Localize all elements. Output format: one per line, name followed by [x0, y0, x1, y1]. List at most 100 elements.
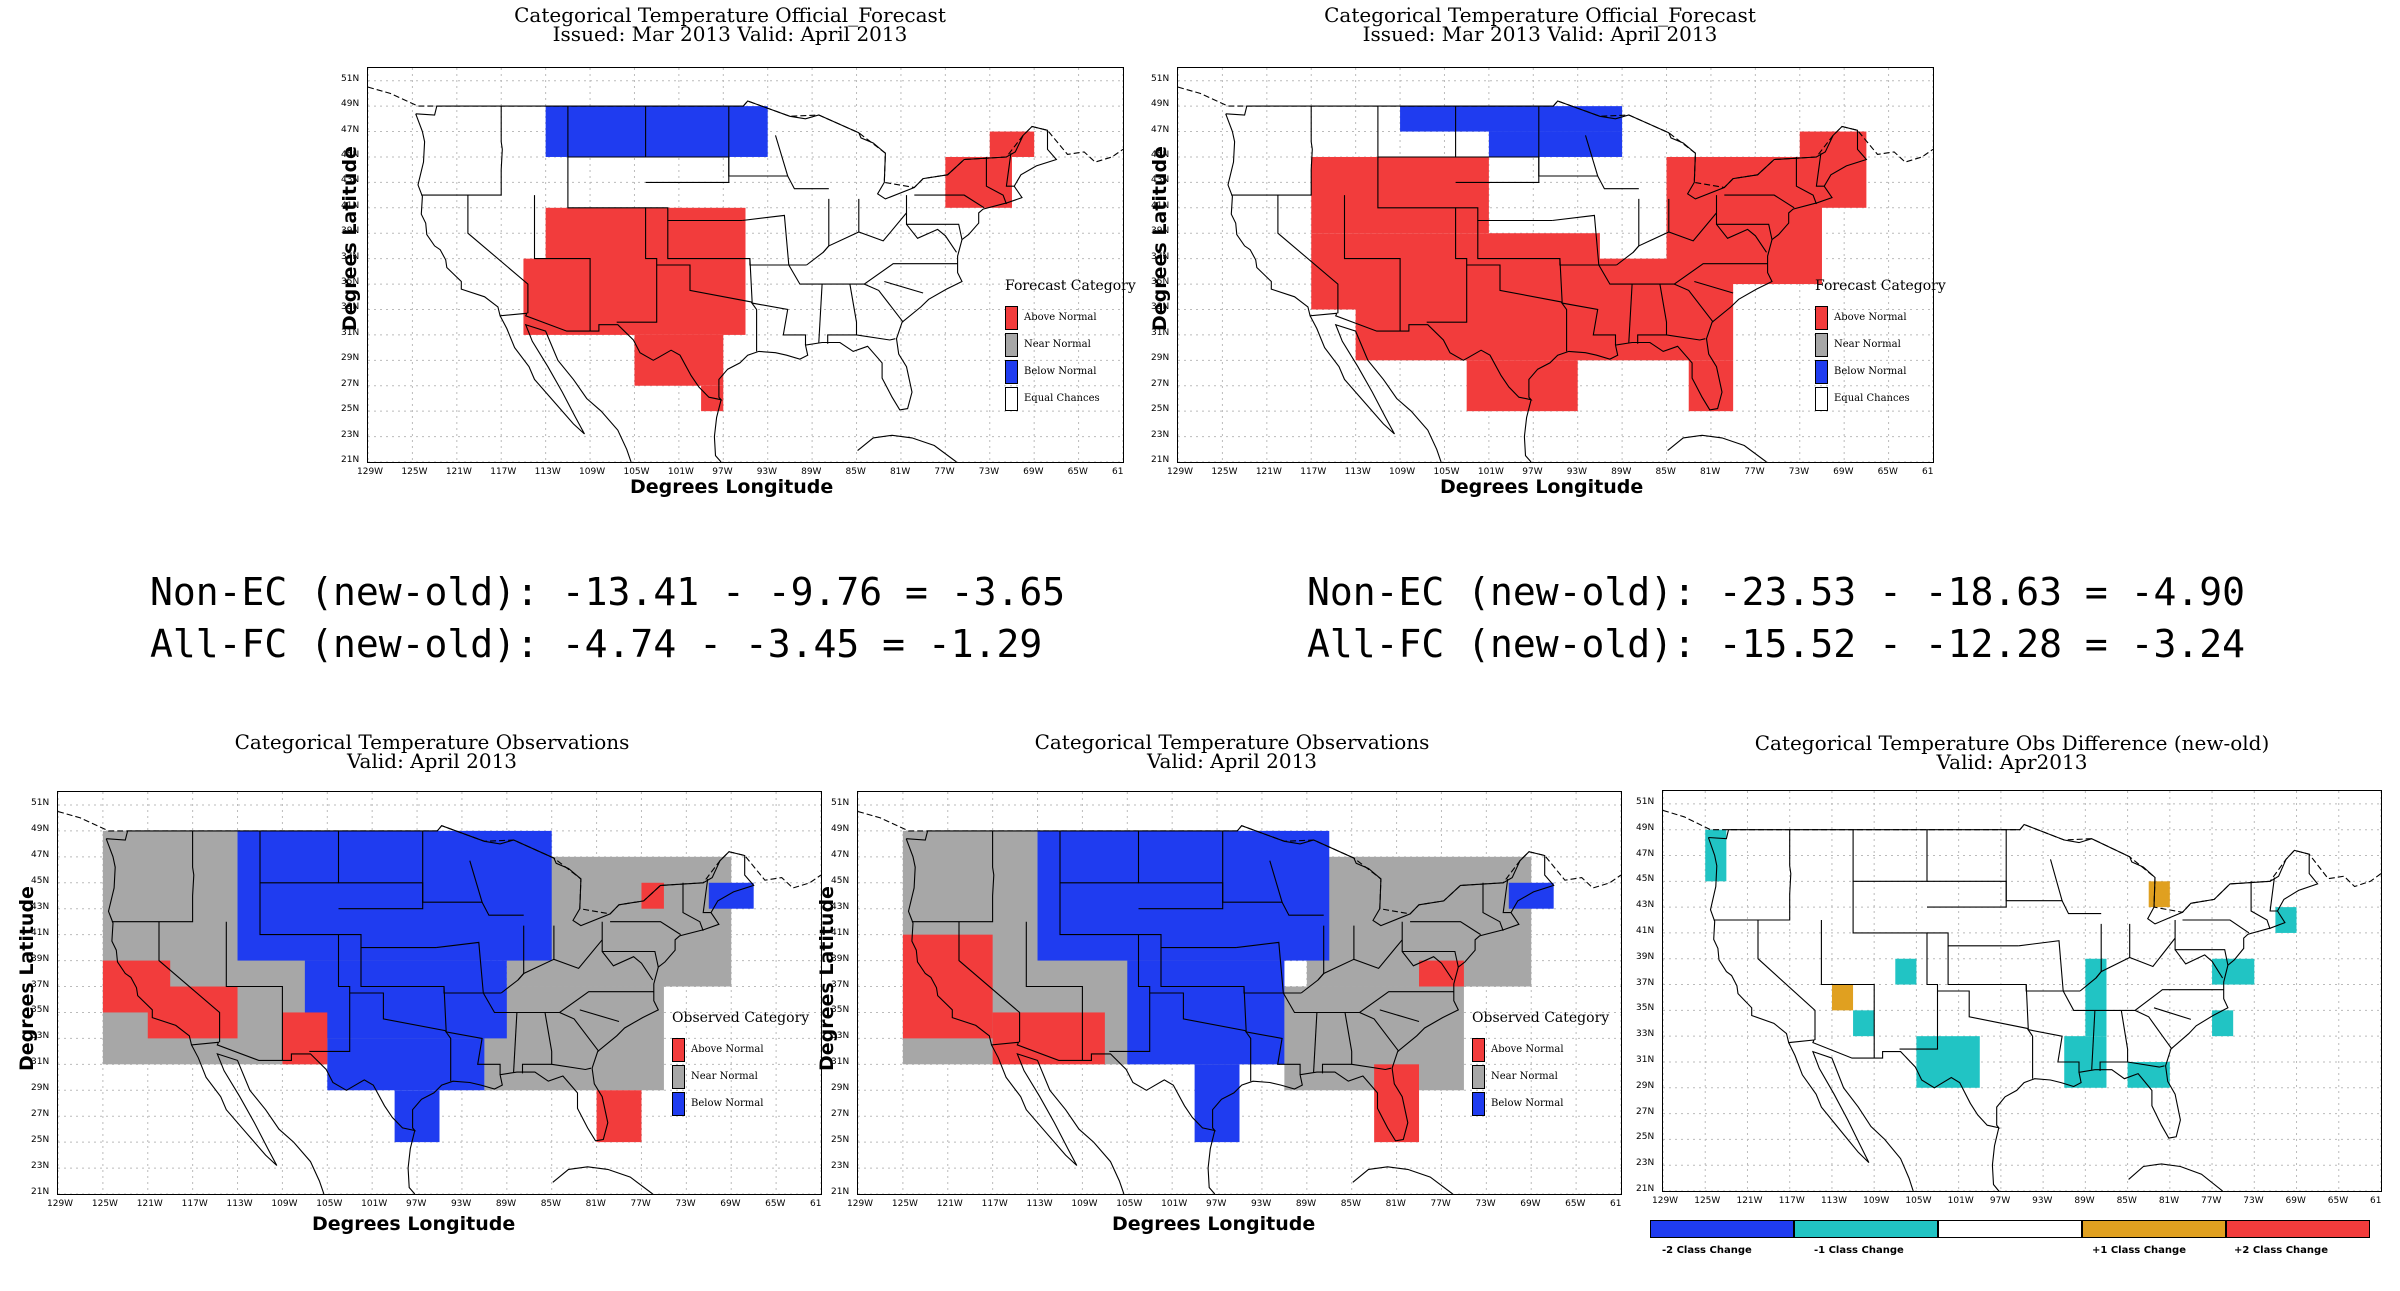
state-border [1300, 939, 1403, 994]
lat-tick-label: 45N [341, 149, 360, 160]
lon-tick-label: 61 [2370, 1196, 2382, 1206]
lat-tick-label: 47N [1636, 848, 1655, 859]
lon-tick-label: 61 [1112, 467, 1124, 477]
lat-tick-label: 47N [831, 849, 850, 860]
state-border [645, 156, 730, 183]
state-border [2061, 900, 2102, 915]
lon-tick-label: 69W [2285, 1196, 2306, 1206]
category-region-below [394, 1090, 440, 1143]
state-border [2182, 919, 2250, 934]
lat-tick-label: 47N [1151, 124, 1170, 135]
map-plot [857, 791, 1622, 1195]
lon-tick-label: 121W [136, 1199, 163, 1209]
lat-tick-label: 29N [831, 1083, 850, 1094]
lat-tick-label: 31N [31, 1057, 50, 1068]
legend-item: Near Normal [1815, 331, 1946, 358]
cuba-coastline [552, 1166, 654, 1194]
lat-tick-label: 37N [341, 251, 360, 262]
state-border [818, 284, 823, 343]
lon-tick-label: 105W [316, 1199, 343, 1209]
lat-tick-label: 21N [341, 455, 360, 465]
legend-swatch [1815, 359, 1828, 384]
state-border [2269, 877, 2278, 912]
state-border [1149, 992, 1252, 1082]
lat-tick-label: 37N [831, 979, 850, 990]
lat-tick-label: 23N [31, 1161, 50, 1172]
lon-tick-label: 97W [1989, 1196, 2011, 1206]
lat-tick-label: 31N [831, 1057, 850, 1068]
lon-tick-label: 77W [2201, 1196, 2222, 1206]
state-border [827, 284, 858, 344]
lon-tick-label: 101W [361, 1199, 388, 1209]
category-region-above [523, 258, 746, 335]
state-border [517, 925, 525, 981]
state-border [158, 921, 221, 1043]
lat-tick-label: 39N [31, 953, 50, 964]
state-border [601, 951, 654, 981]
lat-tick-label: 47N [341, 124, 360, 135]
legend-item: Near Normal [672, 1063, 809, 1090]
state-border [1538, 106, 1599, 177]
state-border [1616, 212, 1717, 266]
colorbar-plus2 [2226, 1220, 2370, 1238]
state-border [985, 157, 1007, 205]
lat-tick-label: 25N [341, 404, 360, 415]
state-border [436, 941, 484, 994]
category-region-below [545, 106, 768, 157]
lat-tick-label: 41N [31, 927, 50, 938]
lon-tick-label: 97W [1206, 1199, 1227, 1209]
x-axis-label: Degrees Longitude [630, 476, 834, 498]
colorbar-label-plus1: +1 Class Change [2092, 1245, 2186, 1256]
state-border [1927, 880, 2007, 908]
lon-tick-label: 77W [1744, 467, 1765, 477]
lon-tick-label: 61 [1922, 467, 1934, 477]
legend-swatch [1472, 1064, 1485, 1089]
lon-tick-label: 125W [401, 467, 428, 477]
lat-tick-label: 27N [31, 1109, 50, 1120]
lat-tick-label: 37N [1151, 251, 1170, 262]
state-border [610, 921, 681, 936]
lat-tick-label: 29N [31, 1083, 50, 1094]
legend-item: Above Normal [1472, 1036, 1609, 1063]
state-border [806, 212, 907, 266]
lon-tick-label: 105W [1116, 1199, 1143, 1209]
lon-tick-label: 117W [1778, 1196, 1805, 1206]
lat-tick-label: 43N [1151, 175, 1170, 186]
us-coastline [415, 100, 1058, 411]
lat-tick-label: 31N [1636, 1054, 1655, 1065]
state-border [864, 283, 904, 323]
colorbar-minus2 [1650, 1220, 1794, 1238]
legend-label: Above Normal [1491, 1044, 1564, 1055]
category-region-above [945, 156, 1012, 208]
category-region-above [902, 934, 993, 1039]
state-border [788, 263, 958, 285]
legend-forecast: Forecast Category Above Normal Near Normal… [1005, 278, 1136, 412]
lat-tick-label: 45N [31, 875, 50, 886]
lat-tick-label: 25N [1636, 1132, 1655, 1143]
category-region-above [1311, 156, 1489, 234]
mexico-coastline [1309, 315, 1442, 462]
legend-swatch [672, 1064, 685, 1089]
state-border [2174, 920, 2229, 966]
category-region-above [282, 1012, 328, 1065]
lon-tick-label: 129W [1652, 1196, 1679, 1206]
lon-tick-label: 109W [271, 1199, 298, 1209]
lon-tick-label: 61 [810, 1199, 822, 1209]
state-border [1757, 920, 1816, 1040]
state-border [1351, 1063, 1392, 1071]
state-border [1455, 156, 1540, 183]
legend-title: Forecast Category [1005, 278, 1136, 294]
lat-tick-label: 51N [1151, 73, 1170, 84]
legend-label: Near Normal [1024, 339, 1091, 350]
legend-item: Below Normal [672, 1090, 809, 1117]
state-border [338, 934, 437, 949]
state-border [1628, 284, 1633, 343]
lon-tick-label: 93W [2032, 1196, 2053, 1206]
category-region-minus1 [2212, 1010, 2234, 1037]
category-region-minus1 [2085, 958, 2107, 1037]
lon-tick-label: 73W [1475, 1199, 1496, 1209]
lon-tick-label: 105W [623, 467, 650, 477]
state-border [1138, 934, 1237, 949]
state-border [2153, 1007, 2192, 1020]
state-border [443, 986, 501, 1075]
